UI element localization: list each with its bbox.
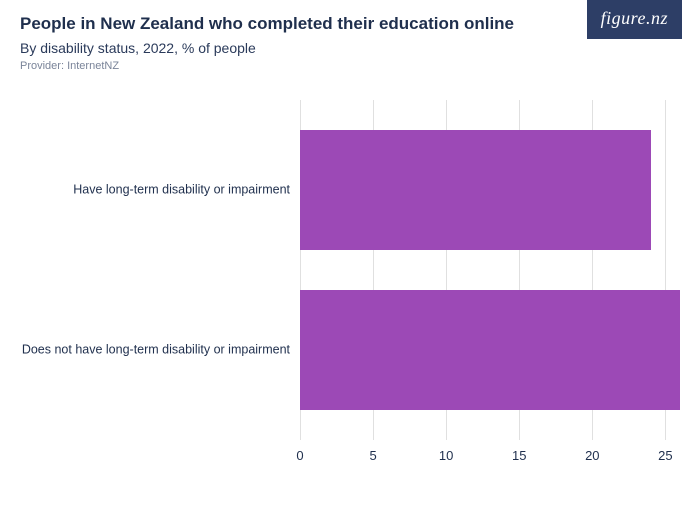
- plot-area: [300, 100, 680, 440]
- category-label: Have long-term disability or impairment: [20, 183, 290, 198]
- bar: [300, 130, 651, 250]
- chart-container: figure.nz People in New Zealand who comp…: [0, 0, 700, 525]
- x-tick-label: 10: [439, 448, 453, 463]
- chart-subtitle: By disability status, 2022, % of people: [20, 40, 680, 56]
- logo-badge: figure.nz: [587, 0, 682, 39]
- chart-title: People in New Zealand who completed thei…: [20, 14, 680, 34]
- bar: [300, 290, 680, 410]
- x-tick-label: 5: [369, 448, 376, 463]
- x-tick-label: 20: [585, 448, 599, 463]
- x-tick-label: 25: [658, 448, 672, 463]
- x-tick-label: 0: [296, 448, 303, 463]
- chart-provider: Provider: InternetNZ: [20, 60, 680, 72]
- x-axis-labels: 0510152025: [300, 448, 680, 468]
- chart-area: 0 5 10 15 20 25 Have long-term disability or …: [20, 100, 680, 480]
- logo-text: figure.nz: [601, 8, 668, 28]
- x-tick-label: 15: [512, 448, 526, 463]
- category-label: Does not have long-term disability or im…: [20, 343, 290, 358]
